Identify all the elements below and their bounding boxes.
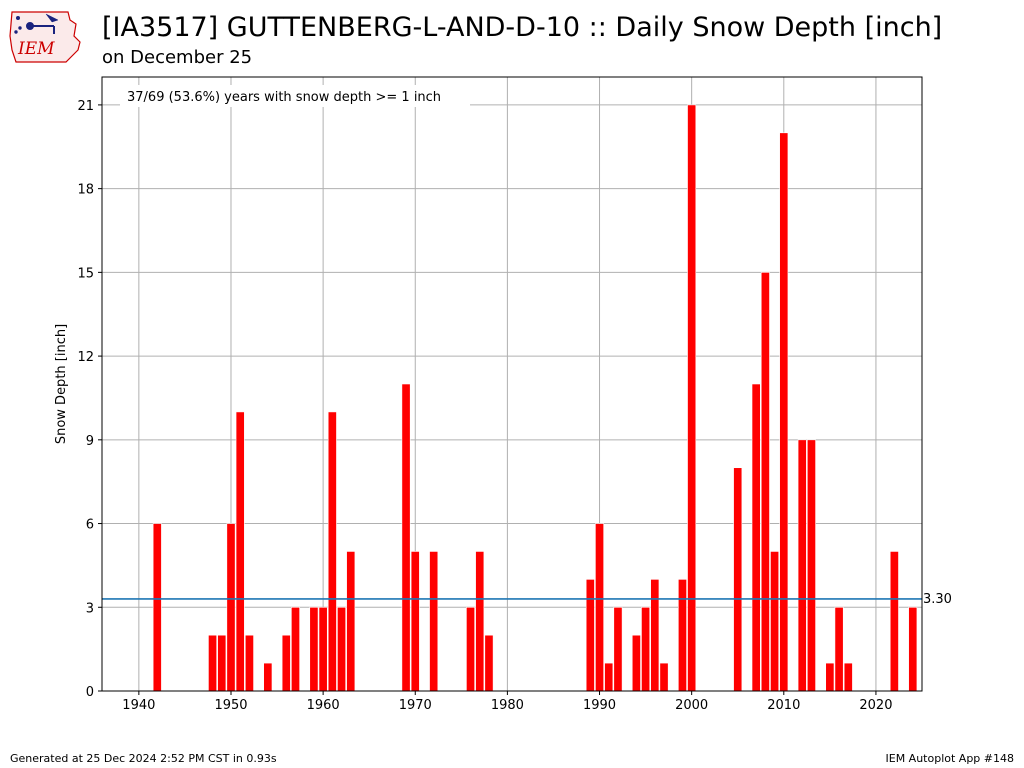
x-tick-label: 2000: [675, 698, 708, 713]
bar-1972: [429, 551, 439, 692]
bar-1956: [281, 634, 291, 692]
bar-1957: [291, 606, 300, 692]
footer-app: IEM Autoplot App #148: [885, 752, 1015, 765]
y-tick-label: 3: [86, 601, 94, 616]
bar-1978: [484, 634, 494, 692]
y-tick-label: 21: [77, 99, 94, 114]
average-line-label: 3.30: [923, 592, 952, 607]
ticks-layer: 1940 1950 1960 1970 1980 1990 2000 2010 2020 0 3 6 9…: [77, 99, 892, 713]
bar-1963: [346, 551, 356, 692]
x-tick-label: 2020: [859, 698, 892, 713]
bar-2017: [843, 662, 853, 692]
bar-1954: [263, 662, 273, 692]
footer-generated: Generated at 25 Dec 2024 2:52 PM CST in …: [10, 752, 277, 765]
iem-logo: IEM: [9, 11, 81, 63]
bar-1999: [678, 579, 687, 692]
bar-1951: [235, 411, 245, 692]
y-tick-label: 15: [77, 266, 94, 281]
bar-1969: [401, 383, 411, 692]
bar-1995: [641, 606, 651, 692]
bar-1997: [659, 662, 669, 692]
bar-2007: [751, 383, 761, 692]
bar-1991: [604, 662, 614, 692]
bar-1948: [208, 634, 218, 692]
bar-2013: [806, 439, 816, 692]
y-axis-label: Snow Depth [inch]: [54, 324, 69, 444]
chart-title: [IA3517] GUTTENBERG-L-AND-D-10 :: Daily …: [102, 12, 943, 43]
bars-layer: [152, 104, 918, 692]
bar-2012: [797, 439, 807, 692]
x-tick-label: 2010: [767, 698, 800, 713]
bar-1949: [217, 634, 227, 692]
x-tick-label: 1950: [214, 698, 247, 713]
bar-2008: [760, 272, 770, 692]
bar-1990: [595, 523, 604, 692]
x-tick-label: 1970: [399, 698, 432, 713]
bar-2015: [825, 662, 835, 692]
y-tick-label: 0: [86, 685, 94, 700]
bar-1994: [631, 634, 641, 692]
logo-text: IEM: [17, 39, 55, 59]
chart-subtitle: on December 25: [102, 47, 253, 68]
bar-1950: [226, 523, 236, 692]
plot-frame: [101, 76, 923, 692]
y-tick-label: 18: [77, 183, 94, 198]
bar-1952: [244, 634, 254, 692]
bar-1942: [152, 523, 162, 692]
bar-1977: [475, 551, 485, 692]
bar-1960: [318, 606, 328, 692]
bar-1976: [466, 606, 475, 692]
bar-2009: [770, 551, 780, 692]
bar-1989: [585, 579, 595, 692]
bar-2010: [779, 132, 789, 692]
x-tick-label: 1980: [491, 698, 524, 713]
average-line-layer: 3.30: [102, 592, 952, 607]
annotation-text: 37/69 (53.6%) years with snow depth >= 1…: [127, 90, 441, 105]
y-tick-label: 9: [86, 434, 94, 449]
bar-2024: [908, 606, 918, 692]
bar-1961: [327, 411, 337, 692]
x-tick-label: 1960: [307, 698, 340, 713]
bar-2000: [687, 104, 697, 692]
y-tick-label: 6: [86, 518, 94, 533]
bar-1992: [613, 606, 623, 692]
x-tick-label: 1990: [583, 698, 616, 713]
x-tick-label: 1940: [122, 698, 155, 713]
y-tick-label: 12: [77, 350, 94, 365]
bar-1959: [309, 606, 319, 692]
bar-2016: [834, 606, 844, 692]
annotation-box: 37/69 (53.6%) years with snow depth >= 1…: [120, 85, 470, 107]
bar-1996: [650, 579, 660, 692]
bar-2022: [889, 551, 899, 692]
bar-1962: [337, 606, 346, 692]
bar-1970: [410, 551, 420, 692]
bar-2005: [733, 467, 743, 692]
